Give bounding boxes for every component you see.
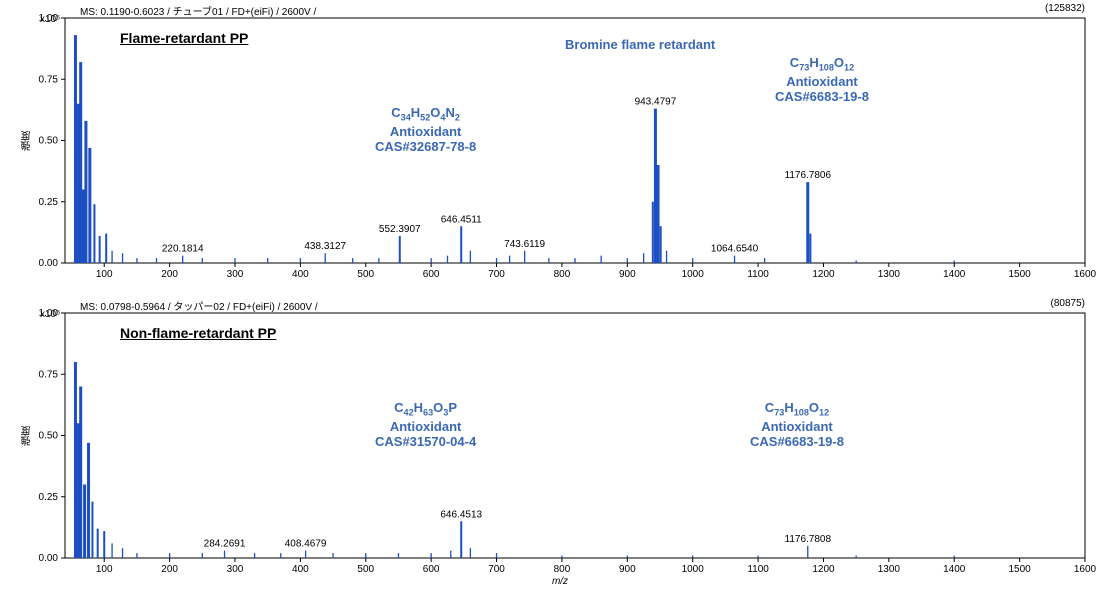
x-tick-label: 100	[96, 269, 113, 280]
compound-annotation: C42H63O3P AntioxidantCAS#31570-04-4	[375, 400, 476, 450]
x-tick-label: 600	[423, 564, 440, 575]
x-tick-label: 1300	[878, 564, 901, 575]
compound-annotation: C34H52O4N2 AntioxidantCAS#32687-78-8	[375, 105, 476, 155]
x-tick-label: 500	[357, 269, 374, 280]
peak-label: 1176.7808	[785, 534, 832, 545]
x-tick-label: 1400	[943, 269, 966, 280]
y-tick-label: 0.00	[39, 258, 59, 269]
x-tick-label: 600	[423, 269, 440, 280]
y-tick-label: 0.25	[39, 197, 59, 208]
annotation-line: Antioxidant	[390, 419, 462, 434]
x-tick-label: 200	[161, 269, 178, 280]
x-tick-label: 1000	[682, 564, 705, 575]
x-tick-label: 900	[619, 564, 636, 575]
x-tick-label: 300	[227, 564, 244, 575]
annotation-line: C34H52O4N2	[391, 105, 460, 120]
peak-label: 1064.6540	[711, 244, 759, 255]
compound-annotation: Bromine flame retardant	[565, 37, 715, 53]
peak-label: 284.2691	[204, 539, 246, 550]
annotation-line: Antioxidant	[761, 419, 833, 434]
spectrum-svg: 0.00 0.25 0.50 0.75 1.00 100 200 300 400 500 600 70…	[0, 295, 1120, 591]
annotation-line: C42H63O3P	[394, 400, 457, 415]
spectrum-svg: 0.00 0.25 0.50 0.75 1.00 100 200 300 400 500 600 70…	[0, 0, 1120, 295]
x-tick-label: 100	[96, 564, 113, 575]
annotation-line: Antioxidant	[390, 124, 462, 139]
peak-label: 1176.7806	[785, 170, 832, 181]
x-tick-label: 800	[554, 269, 571, 280]
annotation-line: CAS#31570-04-4	[375, 434, 476, 449]
peak-label: 646.4511	[441, 214, 482, 225]
x-tick-label: 400	[292, 564, 309, 575]
annotation-line: Antioxidant	[786, 74, 858, 89]
x-tick-label: 1600	[1074, 564, 1097, 575]
compound-annotation: C73H108O12 AntioxidantCAS#6683-19-8	[775, 55, 869, 105]
x-tick-label: 1100	[747, 269, 769, 280]
x-tick-label: 1100	[747, 564, 769, 575]
mass-spectrum-panel-bottom: MS: 0.0798-0.5964 / タッパー02 / FD+(eiFi) /…	[0, 295, 1120, 591]
x-tick-label: 700	[488, 269, 505, 280]
x-tick-label: 1400	[943, 564, 966, 575]
y-tick-label: 0.75	[39, 369, 59, 380]
x-tick-label: 800	[554, 564, 571, 575]
peak-label: 646.4513	[440, 509, 482, 520]
annotation-line: Bromine flame retardant	[565, 37, 715, 52]
x-tick-label: 1000	[682, 269, 705, 280]
x-tick-label: 1200	[812, 564, 835, 575]
mass-spectrum-panel-top: MS: 0.1190-0.6023 / チューブ01 / FD+(eiFi) /…	[0, 0, 1120, 295]
x-tick-label: 900	[619, 269, 636, 280]
y-tick-label: 0.00	[39, 553, 59, 564]
peak-label: 943.4797	[635, 97, 677, 108]
annotation-line: C73H108O12	[765, 400, 829, 415]
annotation-line: CAS#6683-19-8	[775, 89, 869, 104]
peak-label: 438.3127	[304, 241, 346, 252]
x-tick-label: 200	[161, 564, 178, 575]
y-tick-label: 0.50	[39, 431, 59, 442]
x-tick-label: 700	[488, 564, 505, 575]
x-tick-label: 1500	[1008, 564, 1031, 575]
y-tick-label: 0.50	[39, 136, 59, 147]
peak-label: 220.1814	[162, 244, 204, 255]
compound-annotation: C73H108O12 AntioxidantCAS#6683-19-8	[750, 400, 844, 450]
y-tick-label: 1.00	[39, 308, 59, 319]
x-tick-label: 500	[357, 564, 374, 575]
peak-label: 743.6119	[504, 239, 545, 250]
x-axis-label: m/z	[552, 576, 568, 587]
x-tick-label: 1200	[812, 269, 835, 280]
x-tick-label: 300	[227, 269, 244, 280]
annotation-line: CAS#6683-19-8	[750, 434, 844, 449]
plot-border	[65, 313, 1085, 558]
x-tick-label: 1500	[1008, 269, 1031, 280]
y-tick-label: 0.25	[39, 492, 59, 503]
x-tick-label: 1600	[1074, 269, 1097, 280]
annotation-line: CAS#32687-78-8	[375, 139, 476, 154]
y-tick-label: 0.75	[39, 74, 59, 85]
y-tick-label: 1.00	[39, 13, 59, 24]
x-tick-label: 1300	[878, 269, 901, 280]
peak-label: 408.4679	[285, 539, 327, 550]
x-tick-label: 400	[292, 269, 309, 280]
plot-border	[65, 18, 1085, 263]
annotation-line: C73H108O12	[790, 55, 854, 70]
peak-label: 552.3907	[379, 224, 421, 235]
